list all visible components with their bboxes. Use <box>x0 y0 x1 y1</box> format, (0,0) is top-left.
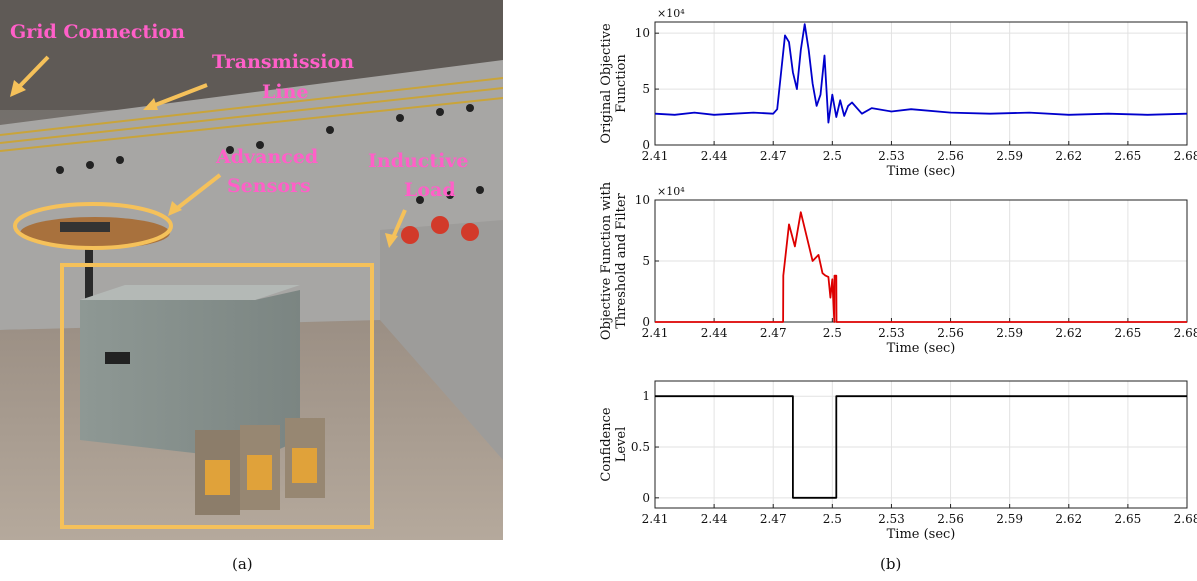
sensor-device <box>60 222 110 232</box>
chart2-ylabel-line-0: Objective Function with <box>599 181 614 340</box>
chart2-ytick-label-1: 5 <box>642 254 650 268</box>
busbar-lines <box>0 77 504 152</box>
chart2-xtick-label-4: 2.53 <box>878 326 905 340</box>
transformers <box>195 418 325 515</box>
arrow-heads <box>10 80 398 248</box>
chart1-xtick-label-7: 2.62 <box>1055 149 1082 163</box>
chart3-xtick-label-9: 2.68 <box>1174 512 1197 526</box>
load-cabinet <box>80 290 300 460</box>
chart1-xtick-label-5: 2.56 <box>937 149 964 163</box>
chart2-exponent: ×10⁴ <box>657 185 685 198</box>
sensor-arrow-line <box>173 173 222 212</box>
transmission-label: Transmission <box>212 51 354 73</box>
chart2-ylabel-line-1: Threshold and Filter <box>614 192 629 328</box>
chart2-xlabel: Time (sec) <box>887 341 956 356</box>
photo-labels: Grid Connection Transmission Line Advanc… <box>10 21 469 201</box>
chart1-xlabel: Time (sec) <box>887 164 956 179</box>
charts-panel: 2.41 2.44 2.47 2.5 2.53 2.56 2.59 2.62 2.65 2.68 0… <box>590 0 1197 542</box>
load-arrow-head <box>385 233 398 248</box>
chart1-ylabel-line-0: Original Objective <box>599 23 614 144</box>
chart1-series-line-0 <box>654 23 1188 124</box>
chart3-xtick-label-5: 2.56 <box>937 512 964 526</box>
chart1-ylabel-line-1: Function <box>614 54 629 113</box>
chart1-xtick-label-9: 2.68 <box>1174 149 1197 163</box>
inductive-label: Inductive <box>368 150 469 172</box>
chart3-xtick-label-6: 2.59 <box>996 512 1023 526</box>
chart2-xtick-label-9: 2.68 <box>1174 326 1197 340</box>
chart3-ytick-label-1: 0.5 <box>631 440 650 454</box>
caption-b: (b) <box>880 555 902 573</box>
line-arrow-head <box>143 98 158 110</box>
charts-svg: 2.41 2.44 2.47 2.5 2.53 2.56 2.59 2.62 2.65 2.68 0… <box>599 7 1197 542</box>
sensor-table <box>20 217 170 249</box>
chart3-series-line-0 <box>655 395 1187 499</box>
chart2-xtick-label-5: 2.56 <box>937 326 964 340</box>
chart2-xtick-label-6: 2.59 <box>996 326 1023 340</box>
chart1-exponent: ×10⁴ <box>657 7 685 20</box>
line-arrow-line <box>149 83 208 109</box>
sensor-arrow-head <box>168 201 182 216</box>
chart1-xtick-label-3: 2.5 <box>823 149 842 163</box>
load-box <box>60 263 374 529</box>
sensors-ellipse <box>13 202 173 250</box>
chart3-ylabel-line-1: Level <box>614 427 629 463</box>
chart2-xtick-label-3: 2.5 <box>823 326 842 340</box>
chart1-frame <box>654 21 1188 146</box>
chart1-ytick-label-0: 0 <box>642 138 650 152</box>
chart3-xtick-label-8: 2.65 <box>1115 512 1142 526</box>
red-connectors <box>401 216 479 244</box>
chart2-ytick-label-2: 10 <box>635 193 650 207</box>
lab-photo: Grid Connection Transmission Line Advanc… <box>0 0 504 540</box>
chart1-xtick-label-8: 2.65 <box>1115 149 1142 163</box>
load-arrow-line <box>390 209 407 241</box>
transmission-line-label: Line <box>262 81 308 103</box>
chart3-xtick-label-2: 2.47 <box>760 512 787 526</box>
chart1-xtick-label-0: 2.41 <box>642 149 669 163</box>
cabinet-handle <box>105 352 130 364</box>
lab-photo-illustration: Grid Connection Transmission Line Advanc… <box>0 0 504 540</box>
chart2-ytick-label-0: 0 <box>642 315 650 329</box>
chart2-xtick-label-8: 2.65 <box>1115 326 1142 340</box>
advanced-label: Advanced <box>215 146 318 168</box>
grid-connection-label: Grid Connection <box>10 21 185 43</box>
load-label: Load <box>404 179 456 201</box>
grid-arrow-head <box>10 80 26 97</box>
chart1-ytick-label-2: 10 <box>635 26 650 40</box>
chart1-ytick-label-1: 5 <box>642 82 650 96</box>
chart3-xtick-label-0: 2.41 <box>642 512 669 526</box>
chart2-series-line-0 <box>655 211 1187 323</box>
table-leg <box>85 240 93 310</box>
chart3-ytick-label-0: 0 <box>642 491 650 505</box>
chart1-xtick-label-1: 2.44 <box>701 149 728 163</box>
caption-a: (a) <box>232 555 253 573</box>
chart3-ytick-label-2: 1 <box>642 389 650 403</box>
chart3-xtick-label-7: 2.62 <box>1055 512 1082 526</box>
load-cabinet-top <box>80 285 300 300</box>
chart2-xtick-label-2: 2.47 <box>760 326 787 340</box>
chart3-ylabel-line-0: Confidence <box>599 407 614 481</box>
chart3-xlabel: Time (sec) <box>887 527 956 540</box>
chart2-xtick-label-0: 2.41 <box>642 326 669 340</box>
chart1-xtick-label-6: 2.59 <box>996 149 1023 163</box>
chart2-xtick-label-1: 2.44 <box>701 326 728 340</box>
chart1-xtick-label-2: 2.47 <box>760 149 787 163</box>
panel-terminals <box>56 104 484 204</box>
chart3-xtick-label-1: 2.44 <box>701 512 728 526</box>
chart1-xtick-label-4: 2.53 <box>878 149 905 163</box>
panel-wall <box>0 60 503 330</box>
chart3-frame <box>654 380 1188 509</box>
chart3-xtick-label-4: 2.53 <box>878 512 905 526</box>
annotations <box>13 55 407 529</box>
grid-arrow-line <box>14 55 50 92</box>
sensors-label: Sensors <box>227 175 311 197</box>
chart2-xtick-label-7: 2.62 <box>1055 326 1082 340</box>
chart3-xtick-label-3: 2.5 <box>823 512 842 526</box>
